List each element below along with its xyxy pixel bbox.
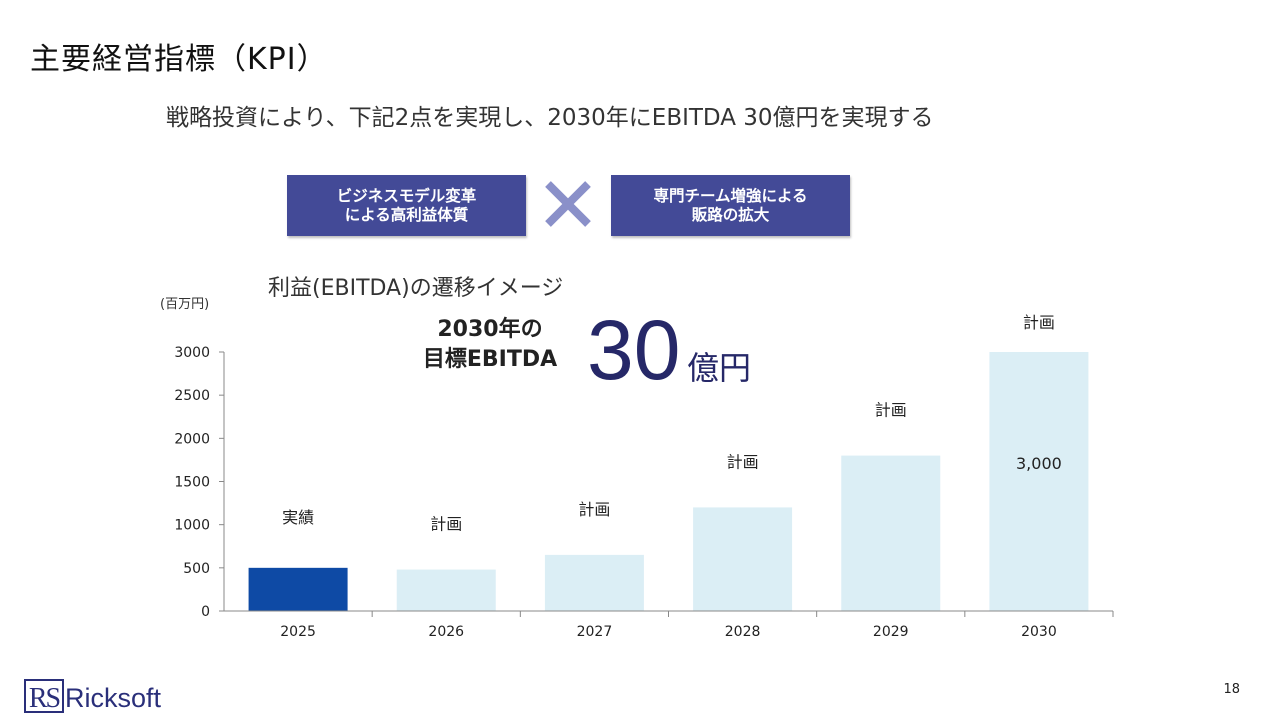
pill-line: 専門チーム増強による [653, 186, 808, 205]
y-tick-label: 3000 [174, 345, 210, 361]
pill-line: による高利益体質 [344, 205, 469, 224]
pill-line: 販路の拡大 [691, 205, 770, 224]
bar-2026 [396, 569, 496, 611]
y-tick-label: 500 [183, 561, 210, 577]
ricksoft-logo: RS Ricksoft [24, 679, 162, 714]
bar-status-label: 計画 [1023, 313, 1055, 332]
logo-mark: RS [29, 683, 60, 714]
subtitle: 戦略投資により、下記2点を実現し、2030年にEBITDA 30億円を実現する [166, 105, 934, 131]
y-axis-unit-label: (百万円) [160, 297, 210, 312]
y-tick-label: 2000 [174, 431, 210, 447]
bar-2030 [989, 352, 1089, 611]
page-title: 主要経営指標（KPI） [30, 42, 328, 77]
chart-title: 利益(EBITDA)の遷移イメージ [268, 276, 564, 301]
x-tick-label: 2025 [280, 624, 316, 640]
target-caption: 2030年の 目標EBITDA [400, 315, 580, 375]
y-tick-label: 1500 [174, 475, 210, 491]
bar-status-label: 実績 [282, 508, 314, 527]
strategy-pill-business-model: ビジネスモデル変革 による高利益体質 [287, 175, 526, 236]
target-caption-line: 2030年の [437, 317, 543, 342]
x-tick-label: 2026 [428, 624, 464, 640]
y-tick-label: 1000 [174, 518, 210, 534]
logo-name: Ricksoft [65, 683, 162, 713]
pill-line: ビジネスモデル変革 [336, 186, 477, 205]
bar-value-annotation: 3,000 [1016, 454, 1062, 473]
x-tick-label: 2029 [873, 624, 909, 640]
bar-2025 [248, 567, 348, 611]
target-caption-line: 目標EBITDA [422, 347, 558, 372]
bar-2029 [841, 455, 941, 611]
y-tick-label: 2500 [174, 388, 210, 404]
bar-status-label: 計画 [430, 515, 462, 534]
x-tick-label: 2027 [577, 624, 613, 640]
strategy-pill-sales-channel: 専門チーム増強による 販路の拡大 [611, 175, 850, 236]
page-number: 18 [1223, 682, 1240, 697]
bar-status-label: 計画 [875, 401, 907, 420]
bar-status-label: 計画 [578, 500, 610, 519]
bar-2028 [693, 507, 793, 611]
y-tick-label: 0 [201, 604, 210, 620]
x-tick-label: 2030 [1021, 624, 1057, 640]
cross-icon: × [545, 181, 591, 227]
bar-2027 [544, 554, 644, 611]
x-tick-label: 2028 [725, 624, 761, 640]
bar-status-label: 計画 [727, 452, 759, 471]
target-ebitda-unit: 億円 [687, 349, 752, 387]
target-ebitda-number: 30 [587, 303, 681, 397]
